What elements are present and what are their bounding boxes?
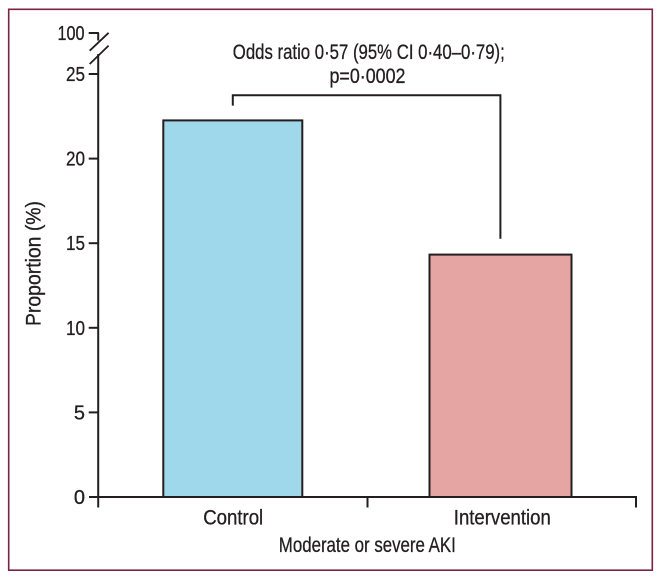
svg-text:Proportion (%): Proportion (%) [23,201,46,326]
svg-text:0: 0 [74,487,85,509]
svg-text:100: 100 [58,23,85,45]
svg-text:20: 20 [66,149,85,171]
svg-text:10: 10 [66,318,85,340]
svg-text:5: 5 [74,402,85,424]
svg-text:Control: Control [203,506,263,529]
svg-text:Odds ratio 0·57 (95% CI 0·40–0: Odds ratio 0·57 (95% CI 0·40–0·79); [233,41,505,64]
svg-text:25: 25 [66,64,85,86]
svg-text:Intervention: Intervention [454,506,551,529]
svg-text:Moderate or severe AKI: Moderate or severe AKI [279,534,456,557]
svg-text:15: 15 [66,233,85,255]
svg-text:p=0·0002: p=0·0002 [330,65,406,88]
